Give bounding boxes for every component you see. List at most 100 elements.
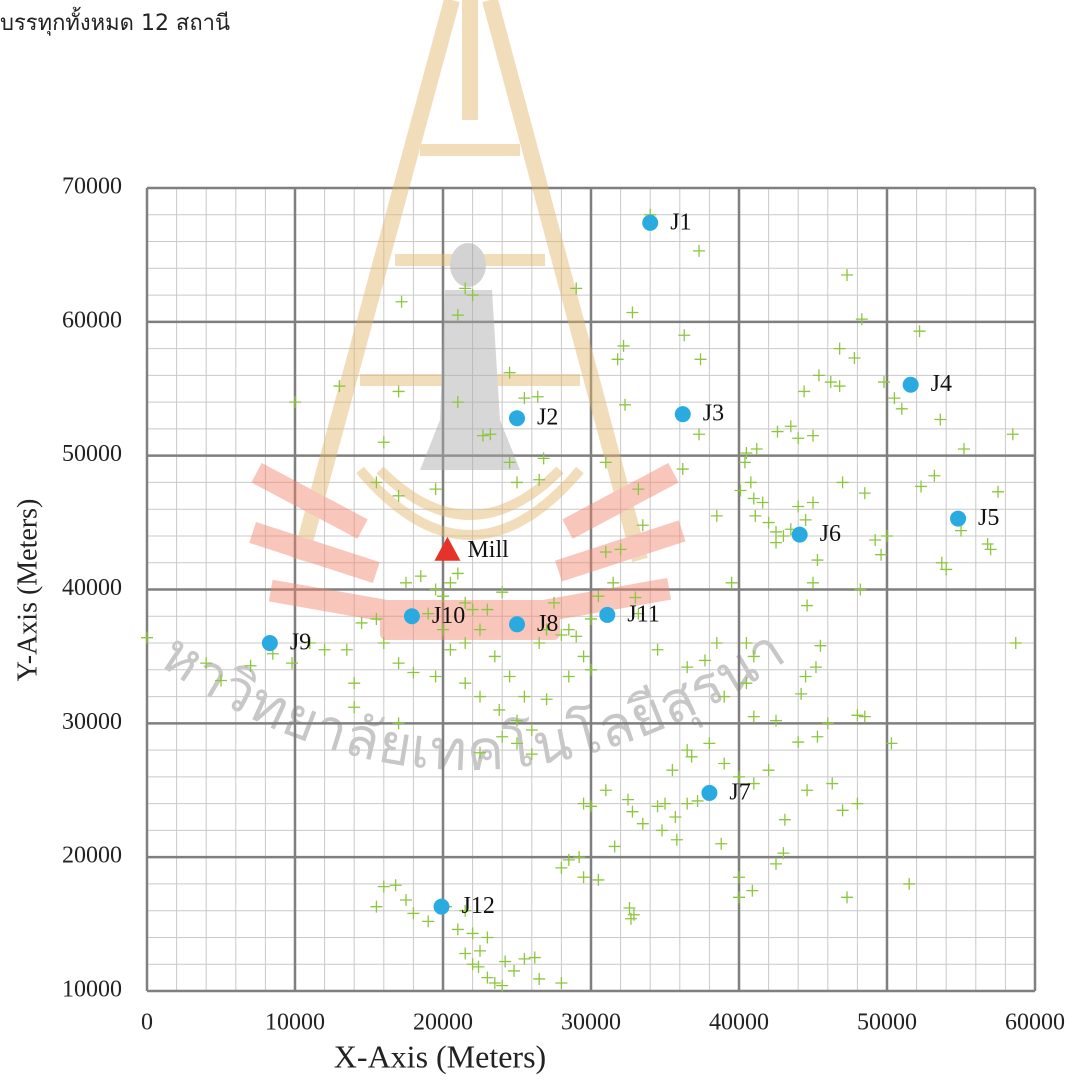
farm-point: [532, 391, 544, 403]
farm-point: [393, 385, 405, 397]
farm-point: [585, 613, 597, 625]
farm-point: [896, 403, 908, 415]
farm-point: [671, 834, 683, 846]
point-label: J1: [670, 209, 691, 235]
farm-point: [378, 881, 390, 893]
station-point: [509, 616, 525, 632]
farm-point: [141, 632, 153, 644]
farm-point: [378, 436, 390, 448]
farm-point: [396, 296, 408, 308]
farm-point: [733, 871, 745, 883]
farm-point: [934, 414, 946, 426]
x-tick-label: 30000: [561, 1010, 621, 1036]
farm-point: [814, 640, 826, 652]
farm-point: [563, 624, 575, 636]
farm-point: [430, 584, 442, 596]
farm-point: [481, 931, 493, 943]
farm-point: [489, 650, 501, 662]
farm-point: [795, 688, 807, 700]
farm-point: [822, 717, 834, 729]
farm-point: [538, 452, 550, 464]
station-point: [675, 406, 691, 422]
farm-point: [356, 617, 368, 629]
farm-point: [341, 644, 353, 656]
farm-point: [407, 907, 419, 919]
farm-point: [982, 538, 994, 550]
farm-point: [1010, 637, 1022, 649]
x-axis-title: X-Axis (Meters): [334, 1038, 546, 1074]
point-label: J6: [820, 521, 841, 547]
farm-point: [800, 670, 812, 682]
farm-point: [749, 510, 761, 522]
farm-point: [489, 977, 501, 989]
farm-point: [415, 570, 427, 582]
farm-point: [626, 306, 638, 318]
chart: บรรทุกทั้งหมด 12 สถานี มหาวิทยาลัยเทคโนโ…: [0, 0, 1074, 1080]
farm-point: [563, 854, 575, 866]
y-tick-label: 30000: [62, 709, 122, 735]
farm-point: [958, 443, 970, 455]
farm-point: [504, 670, 516, 682]
farm-point: [289, 396, 301, 408]
farm-point: [718, 757, 730, 769]
farm-point: [666, 764, 678, 776]
point-label: J4: [931, 371, 952, 397]
x-tick-label: 50000: [857, 1010, 917, 1036]
farm-point: [859, 711, 871, 723]
farm-point: [770, 537, 782, 549]
farm-point: [473, 961, 485, 973]
station-point: [903, 377, 919, 393]
farm-point: [739, 456, 751, 468]
point-label: J5: [978, 505, 999, 531]
farm-point: [637, 818, 649, 830]
farm-point: [481, 972, 493, 984]
farm-point: [612, 353, 624, 365]
y-tick-label: 50000: [62, 441, 122, 467]
farm-point: [792, 501, 804, 513]
farm-point: [407, 666, 419, 678]
point-label: J11: [627, 601, 659, 627]
farm-point: [811, 731, 823, 743]
farm-point: [555, 862, 567, 874]
farm-point: [903, 878, 915, 890]
farm-point: [578, 650, 590, 662]
farm-point: [533, 973, 545, 985]
farm-point: [785, 420, 797, 432]
station-point: [434, 899, 450, 915]
farm-point: [859, 487, 871, 499]
farm-point: [430, 483, 442, 495]
point-label: J10: [432, 603, 465, 629]
x-tick-label: 60000: [1005, 1010, 1065, 1036]
farm-point: [807, 497, 819, 509]
farm-point: [585, 664, 597, 676]
farm-point: [841, 269, 853, 281]
header-text: บรรทุกทั้งหมด 12 สถานี: [0, 7, 230, 36]
x-tick-label: 40000: [709, 1010, 769, 1036]
station-point: [262, 635, 278, 651]
farm-point: [681, 798, 693, 810]
farm-point: [563, 670, 575, 682]
farm-point: [693, 428, 705, 440]
farm-point: [659, 798, 671, 810]
farm-point: [726, 577, 738, 589]
farm-point: [813, 369, 825, 381]
farm-point: [444, 644, 456, 656]
farm-point: [792, 736, 804, 748]
farm-point: [348, 677, 360, 689]
station-point: [950, 511, 966, 527]
farm-point: [529, 952, 541, 964]
farm-point: [848, 352, 860, 364]
farm-point: [837, 476, 849, 488]
farm-point: [600, 784, 612, 796]
y-tick-label: 40000: [62, 575, 122, 601]
y-tick-label: 10000: [62, 977, 122, 1003]
farm-point: [914, 325, 926, 337]
x-tick-label: 10000: [265, 1010, 325, 1036]
station-point: [792, 527, 808, 543]
farm-point: [695, 353, 707, 365]
farm-point: [1007, 428, 1019, 440]
point-label: J3: [703, 401, 724, 427]
farm-point: [459, 677, 471, 689]
y-tick-label: 60000: [62, 307, 122, 333]
farm-point: [656, 824, 668, 836]
